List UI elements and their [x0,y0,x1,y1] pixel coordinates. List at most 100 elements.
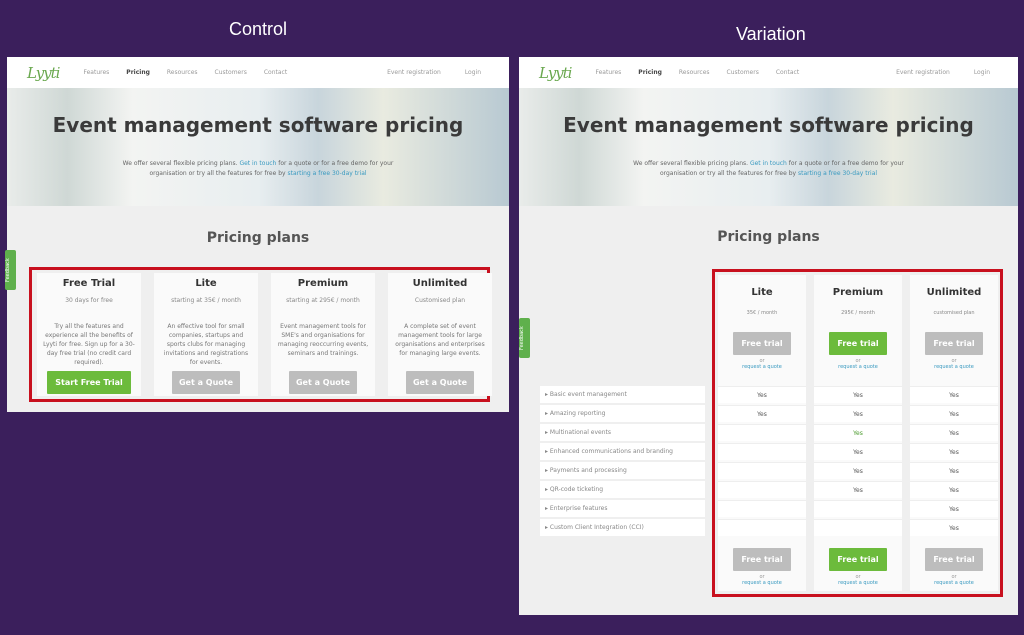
plan-description: An effective tool for small companies, s… [163,323,249,366]
plan-card-free-trial: Free Trial 30 days for free Try all the fe… [37,273,141,396]
nav-right: Event registration Login [896,69,1018,76]
control-caption: Control [229,19,288,39]
hero-text-a: We offer several flexible pricing plans. [122,160,240,167]
nav-bar: Lyyti Features Pricing Resources Customers Co… [519,57,1018,88]
variation-page: Lyyti Features Pricing Resources Customers Co… [519,57,1018,615]
feature-row[interactable]: ▸ Basic event management [540,386,705,403]
feature-row[interactable]: ▸ Payments and processing [540,462,705,479]
plan-column-lite: Lite 35€ / month Free trial or request a quo… [718,275,806,591]
plan-price: starting at 35€ / month [171,297,241,304]
nav-right-1[interactable]: Login [973,69,990,76]
nav-item-features[interactable]: Features [595,69,622,76]
feature-row[interactable]: ▸ Multinational events [540,424,705,441]
plan-cta-button[interactable]: Get a Quote [406,371,474,394]
free-trial-button[interactable]: Free trial [733,332,791,355]
request-quote-link[interactable]: request a quote [838,364,878,370]
feature-row[interactable]: ▸ Enterprise features [540,500,705,517]
highlight-box: Free Trial 30 days for free Try all the fe… [29,267,492,402]
control-page: Lyyti Features Pricing Resources Customers Co… [7,57,509,412]
nav-right-0[interactable]: Event registration [896,69,950,76]
nav-item-resources[interactable]: Resources [166,69,198,76]
or-label: or [951,358,957,364]
hero-title: Event management software pricing [52,113,464,137]
free-trial-button[interactable]: Free trial [733,548,791,571]
plan-cta-button[interactable]: Get a Quote [289,371,357,394]
feature-cell [718,481,806,498]
nav-item-pricing[interactable]: Pricing [638,69,662,76]
nav-right-0[interactable]: Event registration [387,69,441,76]
nav-item-features[interactable]: Features [83,69,110,76]
feature-cell [814,519,902,536]
feature-row[interactable]: ▸ Amazing reporting [540,405,705,422]
plan-description: Try all the features and experience all … [43,323,135,366]
cta-bottom: Free trial or request a quote [718,547,806,586]
feature-label: Enterprise features [549,505,608,512]
nav-item-pricing[interactable]: Pricing [126,69,150,76]
feature-cell: Yes [814,405,902,422]
hero: Event management software pricing We offe… [519,88,1018,206]
nav-right-1[interactable]: Login [464,69,481,76]
feature-cell: Yes [814,386,902,403]
get-in-touch-link[interactable]: Get in touch [239,160,277,167]
feature-cell [718,462,806,479]
plan-title: Lite [751,287,773,298]
plan-title: Unlimited [926,287,982,298]
or-label: or [759,574,765,580]
feature-cell: Yes [910,386,998,403]
plan-title: Lite [195,278,217,289]
feature-cell: Yes [910,405,998,422]
logo[interactable]: Lyyti [27,63,60,82]
request-quote-link[interactable]: request a quote [742,580,782,586]
logo[interactable]: Lyyti [539,63,572,82]
feature-cell: Yes [910,519,998,536]
expand-arrow-icon: ▸ [545,505,550,512]
plan-price: customised plan [933,310,975,316]
plan-cta-button[interactable]: Start Free Trial [47,371,131,394]
request-quote-link[interactable]: request a quote [934,580,974,586]
feature-cell: Yes [814,481,902,498]
feature-cell: Yes [718,386,806,403]
hero-text: We offer several flexible pricing plans.… [108,159,408,179]
nav-item-contact[interactable]: Contact [263,69,288,76]
get-in-touch-link[interactable]: Get in touch [749,160,787,167]
feature-row[interactable]: ▸ Enhanced communications and branding [540,443,705,460]
feature-label: Custom Client Integration (CCI) [549,524,644,531]
free-trial-button[interactable]: Free trial [829,548,887,571]
feature-label: QR-code ticketing [549,486,604,493]
nav-item-resources[interactable]: Resources [678,69,710,76]
plan-column-unlimited: Unlimited customised plan Free trial or requ… [910,275,998,591]
section-title: Pricing plans [717,229,820,245]
request-quote-link[interactable]: request a quote [838,580,878,586]
free-trial-link[interactable]: starting a free 30-day trial [797,170,878,177]
highlight-box: Lite 35€ / month Free trial or request a quo… [712,269,1003,597]
feature-row[interactable]: ▸ QR-code ticketing [540,481,705,498]
nav-item-customers[interactable]: Customers [726,69,759,76]
cta-top: Free trial or request a quote [910,331,998,370]
plan-price: starting at 295€ / month [286,297,360,304]
free-trial-button[interactable]: Free trial [925,548,983,571]
request-quote-link[interactable]: request a quote [934,364,974,370]
cta-top: Free trial or request a quote [718,331,806,370]
free-trial-button[interactable]: Free trial [829,332,887,355]
plan-title: Premium [297,278,349,289]
hero-text-b: for a quote or for a free demo for your … [149,160,394,177]
nav-item-contact[interactable]: Contact [775,69,800,76]
free-trial-link[interactable]: starting a free 30-day trial [287,170,367,177]
feature-cell [718,500,806,517]
variation-caption: Variation [736,24,806,44]
free-trial-button[interactable]: Free trial [925,332,983,355]
nav-item-customers[interactable]: Customers [214,69,247,76]
hero-title: Event management software pricing [563,113,974,137]
plan-price: 30 days for free [65,297,113,304]
feature-label: Payments and processing [549,467,627,474]
feature-row[interactable]: ▸ Custom Client Integration (CCI) [540,519,705,536]
feature-cell [814,500,902,517]
expand-arrow-icon: ▸ [545,391,550,398]
plan-cta-button[interactable]: Get a Quote [172,371,240,394]
section-title: Pricing plans [206,230,310,246]
or-label: or [759,358,765,364]
request-quote-link[interactable]: request a quote [742,364,782,370]
or-label: or [855,574,861,580]
feedback-tab[interactable]: Feedback [519,318,530,358]
feedback-tab[interactable]: Feedback [5,250,16,290]
